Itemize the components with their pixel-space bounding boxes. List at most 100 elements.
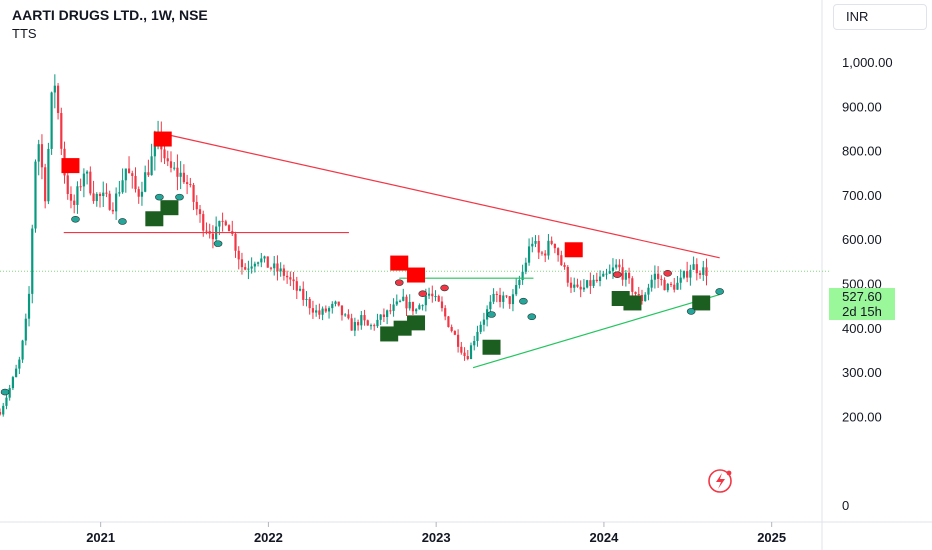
- candle-body: [37, 144, 40, 162]
- candle-body: [56, 85, 60, 114]
- indicator-name[interactable]: TTS: [12, 26, 37, 41]
- buy-signal-box: [145, 211, 164, 227]
- candle-body: [627, 272, 631, 279]
- candle-body: [115, 193, 118, 212]
- candle-body: [405, 296, 408, 309]
- candle-body: [108, 193, 111, 210]
- candle-body: [573, 284, 576, 288]
- candle-body: [182, 172, 185, 183]
- candle-body: [692, 264, 695, 270]
- y-axis[interactable]: 0 200.00 300.00 400.00 500.00 600.00 700.00 800…: [842, 55, 893, 513]
- candle-body: [550, 240, 553, 244]
- y-tick-label: 0: [842, 498, 849, 513]
- candle-body: [298, 288, 302, 291]
- candle-body: [66, 175, 69, 194]
- candle-body: [111, 209, 115, 212]
- sell-signal-box: [61, 158, 80, 174]
- candle-body: [676, 282, 679, 290]
- candle-body: [647, 287, 650, 295]
- candle-body: [673, 284, 676, 290]
- candle-body: [463, 352, 466, 357]
- candle-body: [2, 405, 5, 415]
- buy-signal-box: [407, 315, 426, 331]
- candle-body: [186, 182, 189, 185]
- candle-body: [344, 314, 347, 316]
- candle-body: [347, 314, 350, 319]
- candle-body: [611, 267, 615, 271]
- candle-body: [592, 279, 595, 286]
- watermark-logo-icon: [708, 469, 732, 493]
- candle-body: [224, 221, 227, 226]
- candle-body: [431, 293, 434, 297]
- candle-body: [531, 243, 534, 247]
- candle-body: [508, 296, 511, 305]
- candle-body: [369, 325, 373, 327]
- candle-body: [273, 263, 276, 269]
- candle-body: [286, 275, 289, 278]
- last-price-badge: 527.60 2d 15h: [829, 288, 895, 320]
- candle-body: [440, 301, 444, 309]
- high-marker-dot: [663, 270, 672, 277]
- candle-body: [350, 318, 353, 331]
- candle-body: [579, 286, 582, 290]
- candle-body: [340, 305, 344, 316]
- sell-signal-box: [153, 131, 172, 147]
- candle-body: [457, 334, 460, 347]
- candle-body: [482, 319, 486, 325]
- candle-body: [205, 230, 208, 232]
- candle-body: [218, 220, 221, 227]
- candle-body: [560, 255, 563, 265]
- candle-body: [618, 264, 621, 268]
- candle-body: [353, 322, 356, 331]
- candle-body: [553, 243, 556, 249]
- candle-body: [495, 293, 498, 295]
- candle-body: [634, 291, 637, 295]
- candle-body: [515, 285, 518, 295]
- candle-body: [379, 314, 382, 320]
- candle-body: [11, 377, 15, 389]
- candle-body: [131, 173, 134, 176]
- last-price-value: 527.60: [842, 289, 882, 304]
- low-marker-dot: [175, 193, 184, 201]
- candle-body: [53, 85, 56, 93]
- candle-body: [44, 167, 47, 202]
- currency-selector[interactable]: INR: [833, 4, 927, 30]
- candle-body: [237, 250, 240, 260]
- candle-body: [147, 172, 150, 176]
- candle-body: [102, 192, 105, 197]
- candle-body: [527, 246, 531, 263]
- candle-body: [502, 295, 505, 302]
- candle-body: [34, 161, 37, 229]
- candle-body: [282, 268, 285, 276]
- candle-body: [276, 263, 279, 272]
- candle-body: [247, 268, 250, 270]
- candle-body: [637, 294, 640, 296]
- x-tick-label: 2023: [422, 530, 451, 545]
- candle-body: [211, 233, 215, 240]
- candle-body: [292, 279, 295, 282]
- candle-body: [86, 171, 89, 174]
- candle-body: [666, 283, 669, 291]
- y-tick-label: 600.00: [842, 232, 882, 247]
- high-marker-dot: [613, 271, 622, 278]
- x-tick-label: 2024: [589, 530, 619, 545]
- low-marker-dot: [155, 193, 164, 201]
- x-axis[interactable]: 2021 2022 2023 2024 2025: [86, 522, 786, 545]
- candle-body: [518, 280, 521, 286]
- candle-body: [663, 279, 666, 291]
- candle-body: [598, 276, 602, 281]
- candle-body: [476, 331, 479, 341]
- candle-body: [92, 193, 95, 202]
- candle-body: [5, 397, 8, 406]
- candle-body: [227, 225, 231, 232]
- candle-body: [127, 168, 131, 174]
- candle-body: [447, 316, 450, 327]
- candle-body: [695, 264, 698, 274]
- candle-body: [124, 168, 127, 181]
- candle-body: [415, 309, 418, 312]
- symbol-title: AARTI DRUGS LTD., 1W, NSE: [12, 7, 208, 23]
- candle-body: [544, 253, 547, 256]
- candle-body: [589, 280, 592, 286]
